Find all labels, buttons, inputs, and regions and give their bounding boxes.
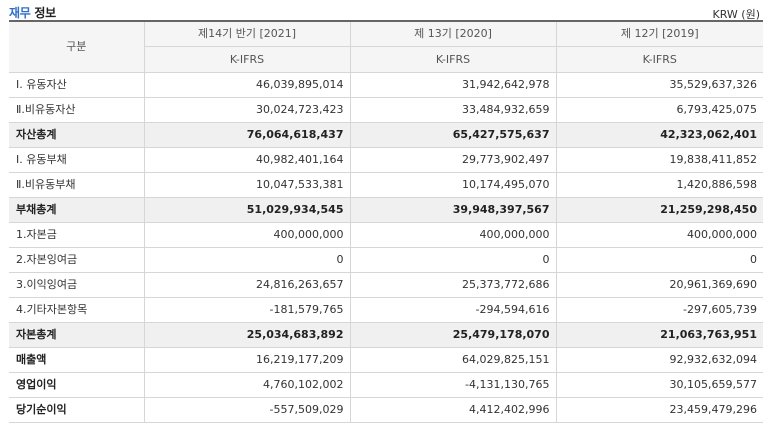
row-label: 부채총계 [9,197,145,223]
table-row: 3.이익잉여금 24,816,263,657 25,373,772,686 20… [9,272,763,298]
table-row-total: 자산총계 76,064,618,437 65,427,575,637 42,32… [9,122,763,148]
row-value: 21,063,763,951 [555,322,763,348]
currency-unit: KRW (원) [712,8,761,21]
table-row: Ⅱ.비유동부채 10,047,533,381 10,174,495,070 1,… [9,172,763,198]
row-label: Ⅱ.비유동부채 [9,172,145,198]
table-row: 당기순이익 -557,509,029 4,412,402,996 23,459,… [9,397,763,423]
row-value: 31,942,642,978 [349,72,557,98]
row-value: 25,034,683,892 [143,322,351,348]
row-value: 6,793,425,075 [555,97,763,123]
row-value: 51,029,934,545 [143,197,351,223]
row-value: 10,047,533,381 [143,172,351,198]
section-title-part1: 재무 [9,6,31,20]
row-value: 23,459,479,296 [555,397,763,423]
row-label: 3.이익잉여금 [9,272,145,298]
row-value: 0 [349,247,557,273]
row-label: Ⅰ. 유동부채 [9,147,145,173]
row-value: 21,259,298,450 [555,197,763,223]
row-value: -4,131,130,765 [349,372,557,398]
row-value: 30,024,723,423 [143,97,351,123]
row-label: 당기순이익 [9,397,145,423]
table-row: Ⅱ.비유동자산 30,024,723,423 33,484,932,659 6,… [9,97,763,123]
header-period-2019: 제 12기 [2019] [555,20,763,47]
row-value: 33,484,932,659 [349,97,557,123]
row-label: 1.자본금 [9,222,145,248]
row-value: 400,000,000 [143,222,351,248]
row-value: 19,838,411,852 [555,147,763,173]
row-value: 76,064,618,437 [143,122,351,148]
row-label: 4.기타자본항목 [9,297,145,323]
row-value: 46,039,895,014 [143,72,351,98]
row-label: Ⅱ.비유동자산 [9,97,145,123]
table-row: Ⅰ. 유동부채 40,982,401,164 29,773,902,497 19… [9,147,763,173]
row-value: 20,961,369,690 [555,272,763,298]
row-value: -557,509,029 [143,397,351,423]
row-value: 0 [555,247,763,273]
row-value: 25,373,772,686 [349,272,557,298]
row-value: 29,773,902,497 [349,147,557,173]
header-standard-2021: K-IFRS [144,46,351,73]
row-value: 24,816,263,657 [143,272,351,298]
row-value: 400,000,000 [349,222,557,248]
row-value: 40,982,401,164 [143,147,351,173]
row-label: 영업이익 [9,372,145,398]
row-value: 4,412,402,996 [349,397,557,423]
row-label: 자본총계 [9,322,145,348]
table-row: 1.자본금 400,000,000 400,000,000 400,000,00… [9,222,763,248]
row-label: 매출액 [9,347,145,373]
row-value: 65,427,575,637 [349,122,557,148]
table-row-total: 부채총계 51,029,934,545 39,948,397,567 21,25… [9,197,763,223]
header-standard-2020: K-IFRS [349,46,557,73]
row-value: -297,605,739 [555,297,763,323]
row-value: 4,760,102,002 [143,372,351,398]
row-value: 16,219,177,209 [143,347,351,373]
table-row-total: 자본총계 25,034,683,892 25,479,178,070 21,06… [9,322,763,348]
header-standard-2019: K-IFRS [555,46,763,73]
row-value: -181,579,765 [143,297,351,323]
row-label: Ⅰ. 유동자산 [9,72,145,98]
section-title-part2: 정보 [34,6,56,20]
table-row: 영업이익 4,760,102,002 -4,131,130,765 30,105… [9,372,763,398]
row-value: 400,000,000 [555,222,763,248]
table-row: 4.기타자본항목 -181,579,765 -294,594,616 -297,… [9,297,763,323]
row-label: 2.자본잉여금 [9,247,145,273]
table-row: 2.자본잉여금 0 0 0 [9,247,763,273]
row-value: 25,479,178,070 [349,322,557,348]
row-value: 10,174,495,070 [349,172,557,198]
table-row: Ⅰ. 유동자산 46,039,895,014 31,942,642,978 35… [9,72,763,98]
section-title: 재무 정보 [9,4,56,21]
table-row: 매출액 16,219,177,209 64,029,825,151 92,932… [9,347,763,373]
row-value: 30,105,659,577 [555,372,763,398]
row-value: 92,932,632,094 [555,347,763,373]
row-value: -294,594,616 [349,297,557,323]
header-gubun: 구분 [9,20,145,73]
financial-table: 구분 제14기 반기 [2021] 제 13기 [2020] 제 12기 [20… [9,20,763,423]
row-value: 0 [143,247,351,273]
row-value: 1,420,886,598 [555,172,763,198]
row-label: 자산총계 [9,122,145,148]
row-value: 35,529,637,326 [555,72,763,98]
row-value: 64,029,825,151 [349,347,557,373]
row-value: 39,948,397,567 [349,197,557,223]
row-value: 42,323,062,401 [555,122,763,148]
header-period-2021: 제14기 반기 [2021] [143,20,351,47]
header-period-2020: 제 13기 [2020] [349,20,557,47]
